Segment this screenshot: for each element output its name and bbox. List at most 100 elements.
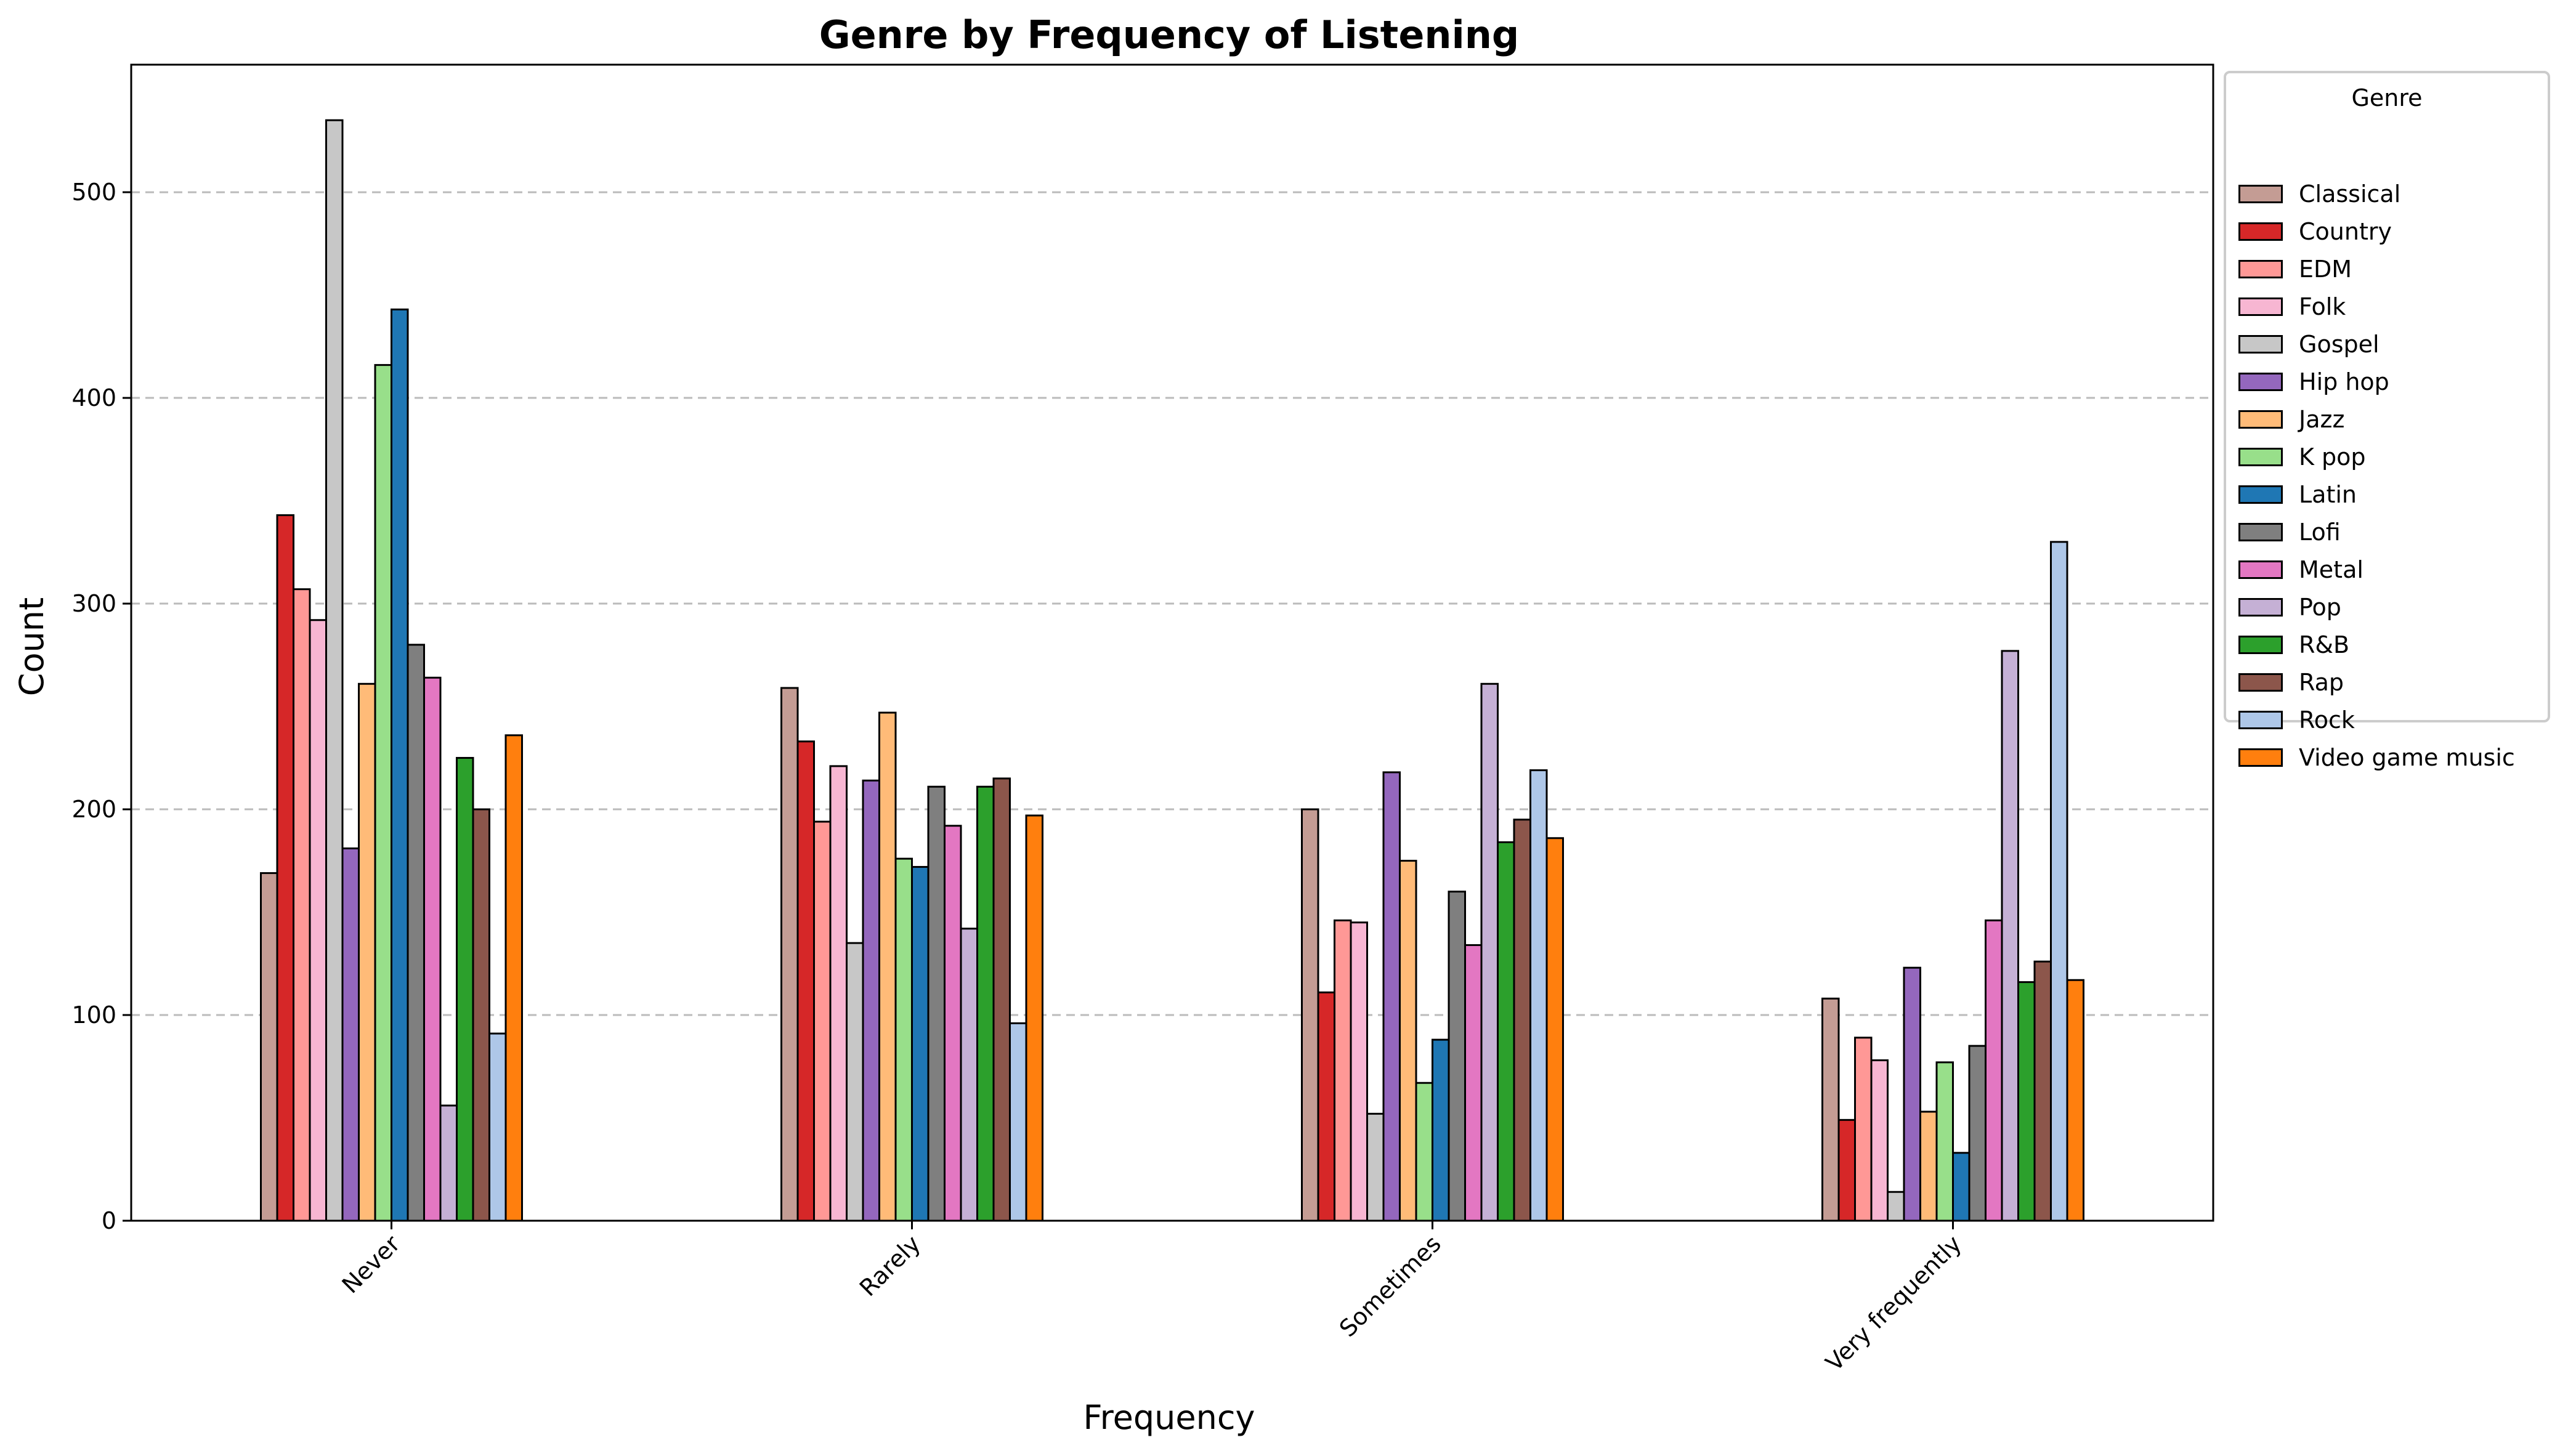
bar-gospel-never [325,119,344,1222]
legend-label: Rap [2299,669,2344,696]
x-tick-label: Rarely [854,1230,926,1301]
legend-label: K pop [2299,443,2366,471]
legend-swatch [2238,335,2283,354]
bar-edm-never [293,588,311,1222]
chart-title: Genre by Frequency of Listening [819,12,1520,57]
bar-metal-never [423,676,442,1222]
legend-item: Jazz [2238,403,2344,435]
legend-swatch [2238,485,2283,504]
y-tick-label: 200 [71,796,116,823]
legend-swatch [2238,523,2283,541]
legend-label: Lofi [2299,519,2341,546]
bar-rap-sometimes [1513,819,1531,1222]
bar-metal-rarely [944,825,962,1222]
bar-rock-sometimes [1529,769,1548,1222]
bar-folk-very-frequently [1870,1059,1889,1222]
bar-classical-never [260,872,278,1222]
bar-k-pop-rarely [894,857,913,1222]
legend-swatch [2238,636,2283,654]
legend-swatch [2238,448,2283,466]
bar-folk-never [309,619,327,1222]
bar-country-rarely [796,740,815,1222]
legend-item: K pop [2238,441,2366,473]
grid-lines [131,191,2213,1016]
legend-item: Rap [2238,666,2344,698]
legend-label: R&B [2299,631,2350,658]
bar-country-never [276,514,294,1222]
legend-label: Jazz [2299,406,2345,433]
y-tick-label: 500 [71,179,116,206]
legend-swatch [2238,410,2283,429]
legend-swatch [2238,185,2283,203]
legend-item: Folk [2238,291,2346,323]
legend-swatch [2238,598,2283,617]
bar-edm-very-frequently [1854,1037,1873,1222]
legend-item: Gospel [2238,328,2380,360]
bar-pop-rarely [960,928,978,1222]
legend-title: Genre [2351,84,2423,111]
legend-label: Latin [2299,481,2357,508]
legend-item: Pop [2238,591,2341,623]
legend-label: Video game music [2299,744,2515,771]
bar-video-game-music-never [504,734,523,1222]
bar-latin-very-frequently [1952,1152,1971,1222]
bar-folk-rarely [829,765,848,1222]
bar-pop-sometimes [1480,682,1499,1222]
bar-hip-hop-sometimes [1382,771,1401,1222]
legend-item: R&B [2238,629,2349,661]
legend-label: Gospel [2299,331,2380,358]
bar-r-b-never [456,757,474,1222]
bar-gospel-very-frequently [1887,1191,1905,1222]
bar-jazz-sometimes [1399,860,1417,1222]
bar-metal-very-frequently [1985,919,2003,1222]
y-tick-label: 100 [71,1001,116,1029]
legend-item: Country [2238,216,2392,248]
bar-rock-very-frequently [2050,541,2068,1222]
bar-metal-sometimes [1464,944,1483,1222]
bar-video-game-music-sometimes [1545,837,1564,1222]
bar-k-pop-never [374,364,392,1222]
legend-item: Hip hop [2238,366,2389,398]
legend-swatch [2238,673,2283,692]
legend-swatch [2238,748,2283,767]
y-tick-label: 0 [102,1207,116,1234]
bar-lofi-rarely [927,785,946,1222]
bar-classical-very-frequently [1821,997,1840,1222]
bar-hip-hop-rarely [862,779,880,1222]
legend: Genre Classical Country EDM Folk Gospel Hip h… [2224,71,2550,771]
y-tick-label: 300 [71,590,116,617]
bar-gospel-rarely [846,942,864,1222]
bar-country-sometimes [1317,991,1335,1222]
legend-label: Country [2299,218,2392,245]
legend-label: Folk [2299,293,2346,320]
bar-jazz-very-frequently [1919,1110,1938,1222]
legend-item: Lofi [2238,516,2341,548]
bar-r-b-rarely [976,785,995,1222]
bar-pop-never [439,1104,458,1222]
bar-latin-never [391,308,409,1222]
bar-k-pop-sometimes [1415,1082,1433,1222]
bar-edm-sometimes [1334,919,1352,1222]
legend-label: Rock [2299,706,2355,734]
bar-jazz-never [358,682,376,1222]
bars [260,119,2084,1222]
y-axis-label: Count [12,597,51,696]
bar-r-b-sometimes [1497,841,1515,1222]
x-axis-label: Frequency [1084,1398,1255,1437]
bar-pop-very-frequently [2001,650,2019,1222]
x-tick-label: Very frequently [1820,1230,1966,1376]
bar-video-game-music-very-frequently [2066,979,2084,1222]
bar-hip-hop-very-frequently [1903,966,1921,1222]
legend-swatch [2238,373,2283,391]
legend-item: Metal [2238,554,2363,586]
bar-gospel-sometimes [1366,1112,1385,1222]
y-tick-label: 400 [71,384,116,411]
bar-folk-sometimes [1350,921,1368,1222]
legend-swatch [2238,222,2283,241]
legend-swatch [2238,297,2283,316]
bar-r-b-very-frequently [2017,981,2036,1222]
x-tick-label: Sometimes [1334,1230,1446,1342]
legend-label: Metal [2299,556,2363,583]
legend-item: Classical [2238,178,2400,210]
